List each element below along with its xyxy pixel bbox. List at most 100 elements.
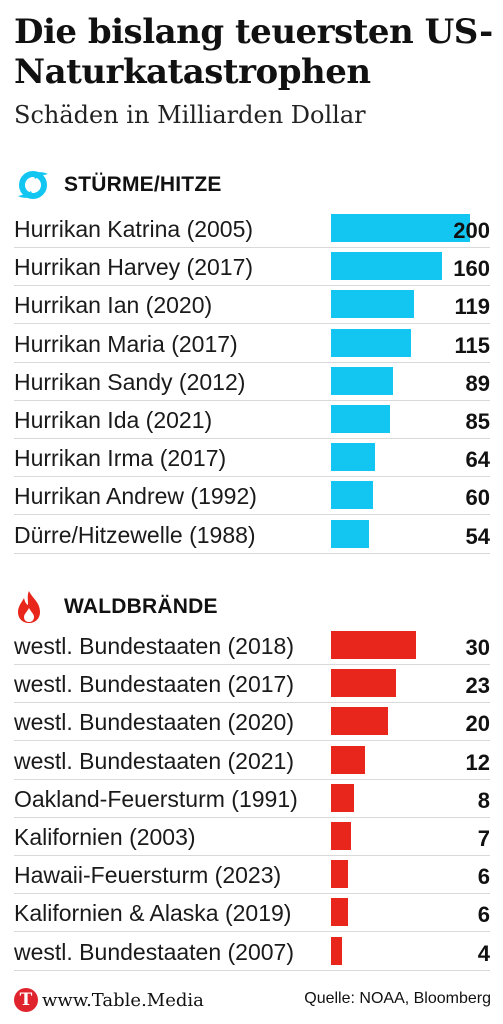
source-note: Quelle: NOAA, Bloomberg — [304, 990, 491, 1007]
row-divider — [14, 285, 490, 287]
bar-value-label: 200 — [453, 218, 490, 243]
bar-value-label: 6 — [477, 902, 490, 928]
bar — [331, 443, 375, 472]
bar — [331, 631, 416, 659]
bar — [331, 783, 354, 812]
bar-value-label: 12 — [465, 749, 490, 775]
bar-row: westl. Bundestaaten (2021) 12 — [0, 742, 503, 780]
bar-category-label: Hurrikan Maria (2017) — [14, 330, 238, 357]
row-divider — [14, 931, 490, 933]
bar — [331, 860, 348, 889]
bar-row: Hurrikan Irma (2017) 64 — [0, 439, 503, 478]
bar — [331, 936, 342, 965]
bar-row: Hurrikan Maria (2017) 115 — [0, 325, 503, 363]
bar-row: Hurrikan Katrina (2005) 200 — [0, 210, 503, 248]
bar-row: Hawaii-Feuersturm (2023) 6 — [0, 856, 503, 895]
bar — [331, 214, 470, 242]
bar-category-label: Hurrikan Ian (2020) — [14, 292, 213, 319]
bar-value-label: 7 — [477, 826, 490, 851]
bar-row: westl. Bundestaaten (2007) 4 — [0, 933, 503, 971]
bar-value-label: 6 — [477, 864, 490, 890]
bar-category-label: westl. Bundestaaten (2018) — [14, 633, 295, 659]
bar-row: Hurrikan Harvey (2017) 160 — [0, 248, 503, 287]
bar-row: Dürre/Hitzewelle (1988) 54 — [0, 516, 503, 554]
row-divider — [14, 778, 490, 780]
bar-value-label: 20 — [465, 711, 490, 737]
bar — [331, 745, 365, 774]
bar — [331, 290, 414, 319]
bar-row: Hurrikan Ian (2020) 119 — [0, 286, 503, 325]
row-divider — [14, 664, 490, 665]
footer-brand: T www.Table.Media — [14, 988, 204, 1012]
bar-row: Hurrikan Ida (2021) 85 — [0, 401, 503, 439]
row-divider — [14, 476, 490, 478]
bar-row: westl. Bundestaaten (2017) 23 — [0, 665, 503, 704]
row-divider — [14, 969, 490, 971]
chart-subtitle: Schäden in Milliarden Dollar — [14, 101, 366, 129]
bar-value-label: 30 — [465, 635, 490, 660]
section-header-fires: WALDBRÄNDE — [14, 590, 218, 624]
bar-category-label: Dürre/Hitzewelle (1988) — [14, 521, 256, 548]
section-title-storms: STÜRME/HITZE — [64, 173, 222, 196]
section-title-fires: WALDBRÄNDE — [64, 595, 218, 618]
bar-value-label: 8 — [477, 787, 490, 813]
bar-value-label: 160 — [453, 256, 490, 282]
bar — [331, 252, 442, 281]
bar-value-label: 85 — [465, 409, 490, 434]
bar — [331, 366, 393, 395]
row-divider — [14, 438, 490, 439]
bar-value-label: 23 — [465, 673, 490, 699]
bar-row: Oakland-Feuersturm (1991) 8 — [0, 780, 503, 818]
bar-category-label: Kalifornien (2003) — [14, 824, 196, 850]
bar-category-label: Hurrikan Sandy (2012) — [14, 368, 246, 395]
bar — [331, 519, 369, 548]
bar-category-label: Hurrikan Irma (2017) — [14, 445, 227, 472]
bar — [331, 328, 411, 357]
flame-icon — [14, 590, 52, 624]
row-divider — [14, 323, 490, 325]
bar-category-label: Hurrikan Harvey (2017) — [14, 254, 254, 281]
bar-value-label: 4 — [477, 940, 490, 966]
bar — [331, 707, 388, 736]
bar — [331, 405, 390, 433]
row-divider — [14, 893, 490, 895]
bar — [331, 669, 396, 698]
footer-site: www.Table.Media — [42, 989, 204, 1011]
bar-category-label: Kalifornien & Alaska (2019) — [14, 900, 292, 927]
bar-category-label: westl. Bundestaaten (2017) — [14, 671, 295, 698]
bar-category-label: Oakland-Feuersturm (1991) — [14, 785, 298, 812]
bar-category-label: Hurrikan Andrew (1992) — [14, 483, 257, 510]
bar-category-label: Hawaii-Feuersturm (2023) — [14, 862, 282, 889]
bar-category-label: westl. Bundestaaten (2020) — [14, 709, 295, 736]
bar-row: westl. Bundestaaten (2018) 30 — [0, 627, 503, 665]
bar-value-label: 54 — [465, 523, 490, 549]
row-divider — [14, 816, 490, 818]
row-divider — [14, 740, 490, 742]
bar-row: Hurrikan Andrew (1992) 60 — [0, 477, 503, 516]
hurricane-icon — [14, 168, 52, 202]
bar-value-label: 64 — [465, 447, 490, 473]
bar-row: Kalifornien & Alaska (2019) 6 — [0, 894, 503, 933]
bar-category-label: westl. Bundestaaten (2007) — [14, 938, 295, 965]
row-divider — [14, 361, 490, 363]
bar-value-label: 60 — [465, 485, 490, 511]
bar — [331, 822, 351, 850]
bar-row: Hurrikan Sandy (2012) 89 — [0, 363, 503, 401]
bar-value-label: 115 — [454, 332, 491, 358]
bar-value-label: 89 — [465, 370, 490, 396]
row-divider — [14, 399, 490, 401]
chart-title: Die bislang teuersten US-Naturkatastroph… — [14, 12, 493, 92]
bar — [331, 481, 373, 510]
row-divider — [14, 247, 490, 248]
bar — [331, 898, 348, 927]
bar-category-label: westl. Bundestaaten (2021) — [14, 747, 295, 774]
section-header-storms: STÜRME/HITZE — [14, 168, 222, 202]
bar-category-label: Hurrikan Ida (2021) — [14, 407, 213, 433]
row-divider — [14, 514, 490, 516]
bar-value-label: 119 — [454, 294, 491, 320]
row-divider — [14, 855, 490, 856]
bar-row: Kalifornien (2003) 7 — [0, 818, 503, 856]
row-divider — [14, 702, 490, 704]
bar-row: westl. Bundestaaten (2020) 20 — [0, 703, 503, 742]
bar-category-label: Hurrikan Katrina (2005) — [14, 216, 254, 242]
